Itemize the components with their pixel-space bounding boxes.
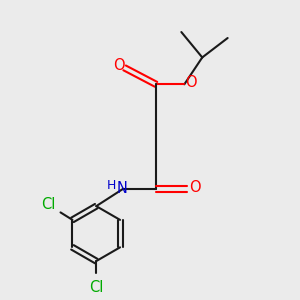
Text: N: N <box>116 181 127 196</box>
Text: O: O <box>189 180 201 195</box>
Text: H: H <box>107 179 116 192</box>
Text: Cl: Cl <box>41 196 56 211</box>
Text: O: O <box>185 75 197 90</box>
Text: O: O <box>113 58 125 73</box>
Text: Cl: Cl <box>89 280 103 295</box>
